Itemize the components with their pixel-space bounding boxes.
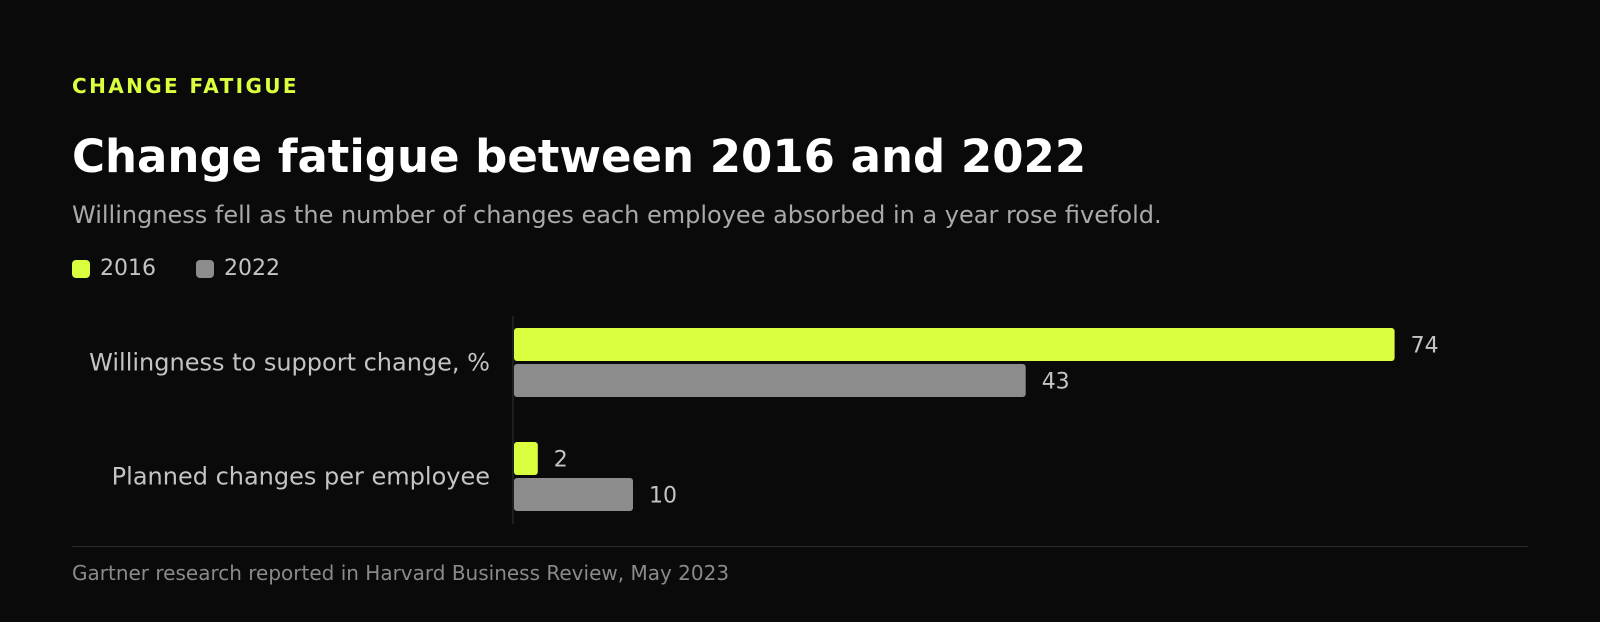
- legend-item-2022: 2022: [196, 256, 280, 281]
- legend-swatch-2016: [72, 259, 90, 278]
- category-label: Planned changes per employee: [112, 463, 490, 491]
- legend-item-2016: 2016: [72, 256, 156, 281]
- bar-2022: [514, 478, 633, 511]
- chart-title: Change fatigue between 2016 and 2022: [72, 130, 1087, 183]
- chart-subtitle: Willingness fell as the number of change…: [72, 201, 1162, 229]
- bar-2016: [514, 442, 538, 475]
- value-label: 74: [1411, 334, 1439, 359]
- footer-rule: [72, 546, 1528, 547]
- value-label: 10: [649, 484, 677, 509]
- category-label: Willingness to support change, %: [89, 349, 490, 377]
- bar-2016: [514, 328, 1395, 361]
- bar-chart: Willingness to support change, % 74 43 Plan…: [89, 316, 1439, 524]
- value-label: 43: [1042, 370, 1070, 395]
- legend-label-2016: 2016: [100, 256, 156, 281]
- legend: 2016 2022: [72, 256, 320, 281]
- bar-2022: [514, 364, 1026, 397]
- value-label: 2: [554, 448, 568, 473]
- legend-label-2022: 2022: [224, 256, 280, 281]
- legend-swatch-2022: [196, 259, 214, 278]
- eyebrow-label: CHANGE FATIGUE: [72, 74, 299, 98]
- source-note: Gartner research reported in Harvard Bus…: [72, 561, 730, 585]
